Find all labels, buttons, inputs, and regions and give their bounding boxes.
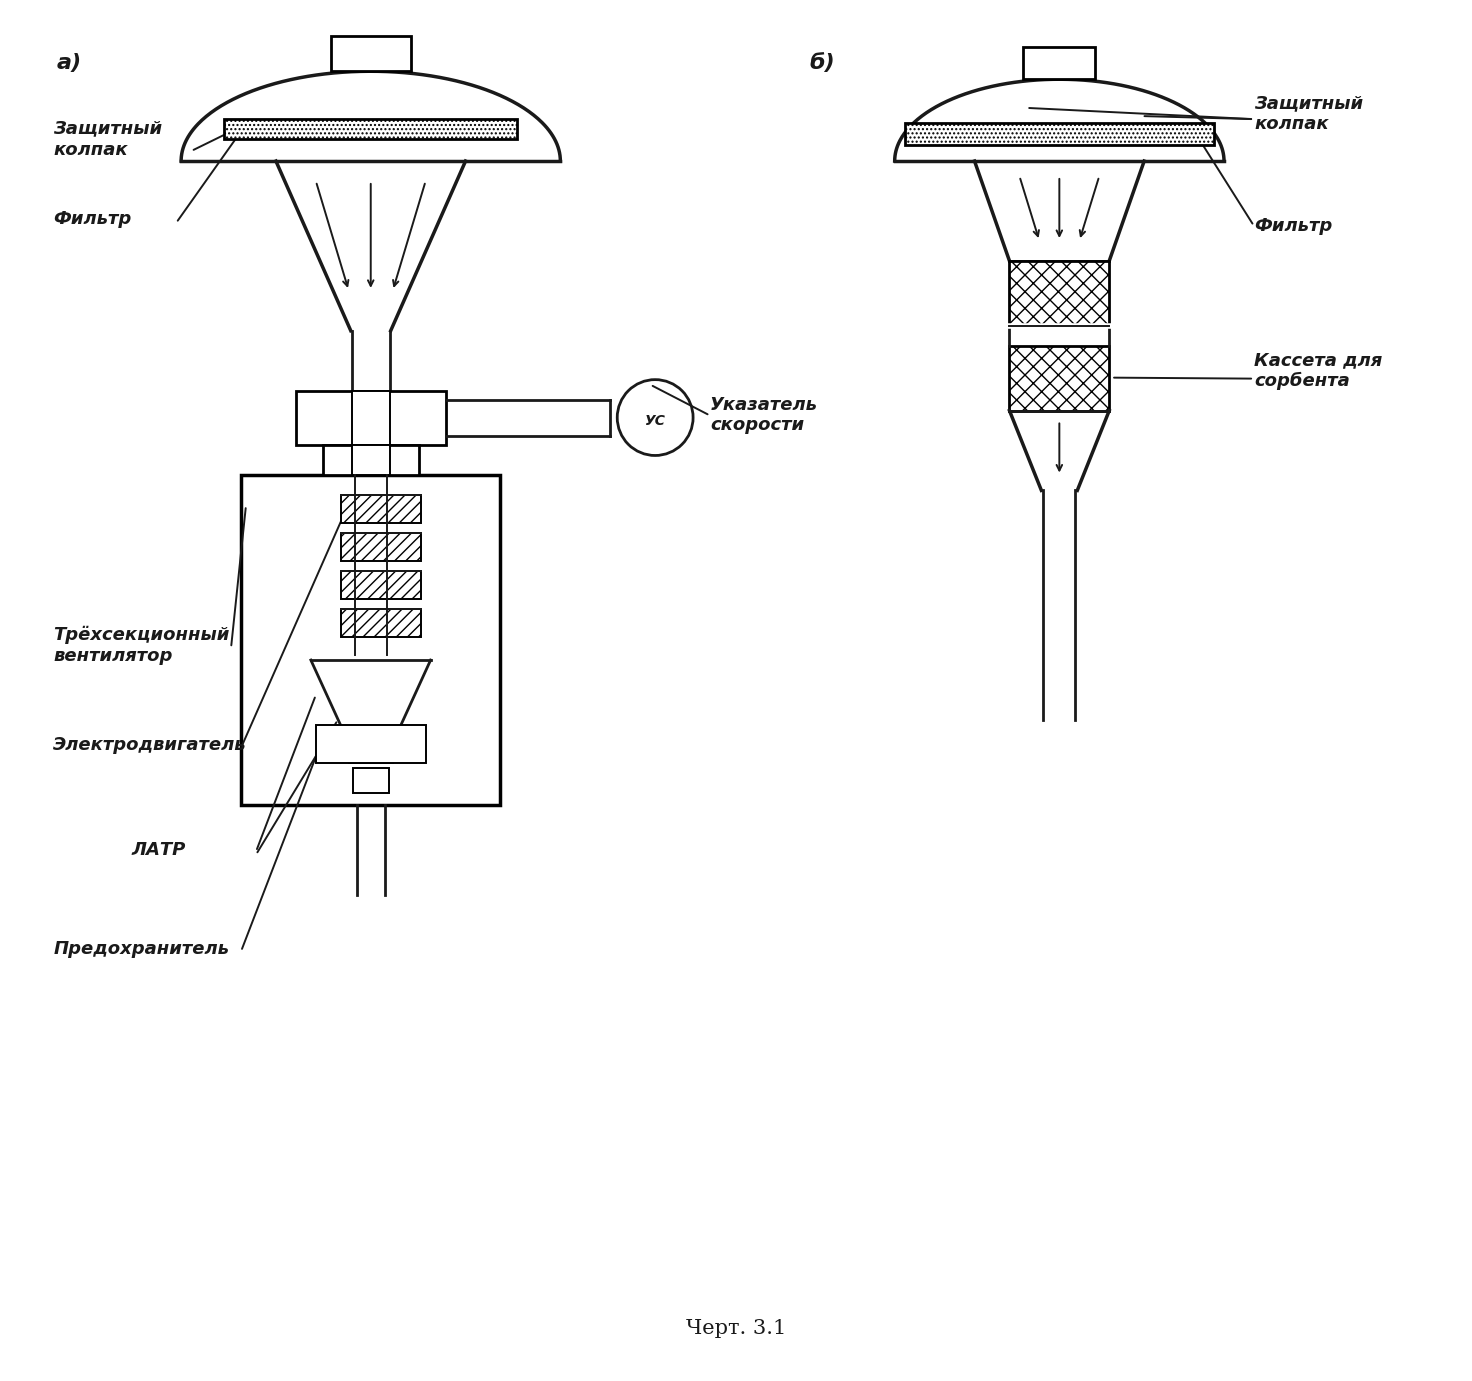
Bar: [353, 768, 389, 793]
Bar: [1010, 261, 1110, 326]
Bar: [241, 475, 500, 805]
Text: Электродвигатель: Электродвигатель: [53, 736, 247, 754]
Bar: [1010, 345, 1110, 410]
Bar: [1023, 47, 1095, 79]
Bar: [905, 123, 1214, 145]
Polygon shape: [311, 660, 431, 731]
Text: а): а): [56, 54, 81, 73]
Text: Защитный
колпак: Защитный колпак: [1254, 94, 1363, 133]
Bar: [224, 119, 518, 139]
Bar: [296, 391, 446, 446]
Text: б): б): [810, 54, 836, 73]
Text: Защитный
колпак: Защитный колпак: [53, 120, 162, 159]
Bar: [316, 725, 425, 762]
Text: Указатель
скорости: Указатель скорости: [710, 395, 818, 435]
Bar: [352, 446, 390, 475]
Text: Кассета для
сорбента: Кассета для сорбента: [1254, 351, 1382, 391]
Text: Предохранитель: Предохранитель: [53, 940, 230, 958]
Text: Трёхсекционный
вентилятор: Трёхсекционный вентилятор: [53, 626, 230, 664]
Bar: [342, 496, 421, 523]
Bar: [352, 391, 390, 446]
Bar: [322, 446, 418, 475]
Text: ЛАТР: ЛАТР: [131, 841, 185, 859]
Bar: [342, 572, 421, 599]
Bar: [349, 735, 393, 762]
Bar: [342, 609, 421, 637]
Text: Фильтр: Фильтр: [53, 210, 131, 228]
Text: Фильтр: Фильтр: [1254, 217, 1332, 235]
Text: УС: УС: [645, 413, 665, 428]
Text: Черт. 3.1: Черт. 3.1: [686, 1319, 786, 1338]
Bar: [342, 533, 421, 561]
Bar: [331, 36, 411, 72]
